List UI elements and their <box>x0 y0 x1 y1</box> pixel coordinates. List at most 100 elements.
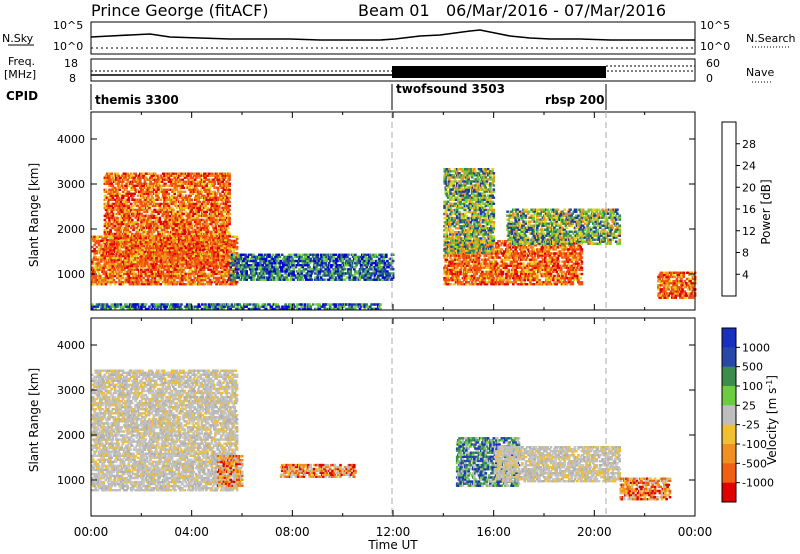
power-cell <box>172 210 175 214</box>
power-cell <box>99 266 102 269</box>
power-cell <box>147 254 150 258</box>
power-cell <box>176 254 180 258</box>
power-cell <box>124 210 127 214</box>
power-cell <box>176 184 180 187</box>
power-cell <box>185 204 189 208</box>
power-cell <box>212 242 215 246</box>
power-cell <box>191 216 195 220</box>
power-cell <box>173 220 176 224</box>
power-cell <box>124 176 127 179</box>
power-cell <box>155 303 158 306</box>
power-cell <box>192 307 196 311</box>
power-cell <box>120 182 124 185</box>
power-cell <box>196 216 199 220</box>
power-cell <box>188 238 191 242</box>
power-cell <box>184 194 188 197</box>
power-cell <box>137 174 141 177</box>
power-cell <box>163 232 166 236</box>
power-cell <box>219 184 222 187</box>
power-cell <box>219 192 222 195</box>
power-cell <box>153 176 157 179</box>
power-cell <box>201 266 205 269</box>
power-cell <box>204 190 207 193</box>
power-cell <box>135 278 139 282</box>
power-cell <box>212 192 215 195</box>
power-cell <box>156 250 159 254</box>
power-cell <box>128 242 132 246</box>
power-cell <box>121 196 125 199</box>
power-cell <box>191 265 195 268</box>
power-cell <box>103 280 107 284</box>
power-cell <box>179 174 182 177</box>
power-cell <box>206 228 210 232</box>
power-cell <box>163 236 166 240</box>
power-cell <box>113 283 117 286</box>
power-cell <box>116 192 119 195</box>
power-cell <box>139 178 142 181</box>
power-cell <box>168 254 172 257</box>
power-cell <box>131 218 134 222</box>
power-cell <box>222 178 226 181</box>
power-cell <box>91 303 94 306</box>
power-cell <box>213 174 216 177</box>
power-cell <box>118 220 122 224</box>
power-cell <box>196 188 199 191</box>
power-cell <box>179 305 182 308</box>
power-cell <box>167 268 170 271</box>
power-cell <box>207 303 211 306</box>
power-cell <box>198 200 202 204</box>
power-cell <box>228 220 231 224</box>
power-cell <box>115 228 118 232</box>
power-cell <box>165 220 168 224</box>
power-cell <box>153 278 157 282</box>
power-cell <box>164 206 167 210</box>
power-cell <box>126 230 130 234</box>
power-cell <box>97 256 101 259</box>
power-cell <box>214 248 218 252</box>
power-cell <box>129 236 133 240</box>
power-cell <box>108 204 111 208</box>
power-cell <box>96 235 100 238</box>
power-cell <box>178 278 182 282</box>
power-cell <box>166 246 170 250</box>
power-cell <box>185 305 189 308</box>
power-cell <box>168 198 172 201</box>
power-cell <box>220 210 223 214</box>
power-cell <box>101 280 104 284</box>
power-cell <box>164 182 167 185</box>
power-cell <box>201 278 205 282</box>
power-cell <box>180 226 183 230</box>
power-cell <box>226 244 229 248</box>
power-cell <box>176 176 180 179</box>
power-cell <box>141 224 144 228</box>
power-cell <box>199 266 202 269</box>
power-cell <box>131 265 134 268</box>
power-cell <box>222 194 226 197</box>
power-cell <box>123 200 126 204</box>
power-cell <box>224 240 228 244</box>
power-cell <box>213 198 216 201</box>
power-cell <box>223 214 227 218</box>
power-cell <box>179 254 182 258</box>
power-cell <box>219 283 223 286</box>
power-cell <box>111 192 115 195</box>
power-cell <box>226 190 229 193</box>
power-cell <box>132 266 135 269</box>
power-cell <box>202 222 205 226</box>
power-cell <box>151 305 155 308</box>
power-cell <box>119 307 123 311</box>
power-cell <box>123 228 126 232</box>
power-cell <box>172 202 175 206</box>
power-cell <box>231 252 234 255</box>
power-cell <box>143 194 147 197</box>
power-cell <box>176 192 180 195</box>
power-cell <box>118 261 122 264</box>
power-cell <box>92 283 95 286</box>
power-cell <box>156 244 159 248</box>
power-cell <box>141 248 144 252</box>
power-cell <box>207 276 210 280</box>
power-cell <box>227 270 231 273</box>
power-cell <box>184 278 188 282</box>
power-cell <box>203 278 207 282</box>
